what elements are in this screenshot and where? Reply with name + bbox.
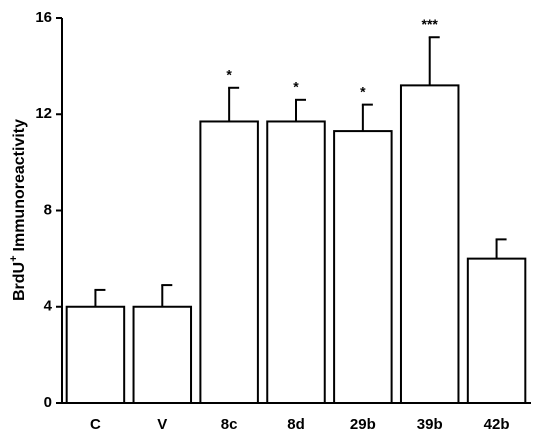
bar <box>266 120 326 404</box>
y-axis-label: BrdU+ Immunoreactivity <box>8 119 28 301</box>
y-tick-label: 16 <box>35 9 52 26</box>
y-label-sup: + <box>8 255 20 261</box>
significance-label: * <box>360 83 366 99</box>
bar <box>466 257 527 404</box>
significance-label: * <box>293 79 299 95</box>
significance-label: *** <box>422 16 439 32</box>
x-tick-label: 39b <box>417 416 443 433</box>
bar <box>399 84 460 404</box>
y-tick-label: 8 <box>44 201 52 218</box>
bar <box>333 130 393 404</box>
y-label-rest: Immunoreactivity <box>11 119 28 252</box>
bar <box>199 120 259 404</box>
x-tick-label: 42b <box>484 416 510 433</box>
y-tick-label: 4 <box>44 298 53 315</box>
x-tick-label: 8d <box>287 416 305 433</box>
x-tick-label: 29b <box>350 416 376 433</box>
bar <box>132 305 193 404</box>
y-tick-label: 0 <box>44 394 52 411</box>
y-label-base: BrdU <box>11 262 28 301</box>
x-tick-label: V <box>157 416 167 433</box>
y-tick-label: 12 <box>35 105 52 122</box>
x-tick-label: C <box>90 416 101 433</box>
significance-label: * <box>226 66 232 82</box>
x-tick-label: 8c <box>221 416 238 433</box>
bar <box>65 305 126 404</box>
